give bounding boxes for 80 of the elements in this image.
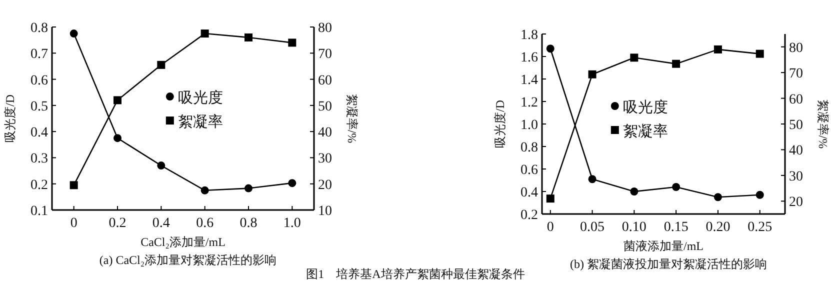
x-tick-label: 0.20 <box>706 220 730 235</box>
point <box>70 181 78 190</box>
point <box>200 30 209 38</box>
y-tick-label: 0.1 <box>30 204 48 219</box>
y-tick-label: 0.6 <box>30 73 48 88</box>
y2-tick-label: 40 <box>318 126 332 141</box>
text: (b) 絮凝菌液投加量对絮凝活性的影响 <box>570 257 767 271</box>
point <box>546 44 554 53</box>
text: (a) CaCl₂添加量对絮凝活性的影响 <box>99 253 277 267</box>
point <box>630 54 638 62</box>
x-axis-title: 菌液添加量/mL <box>624 239 704 253</box>
x-axis-title: CaCl₂添加量/mL <box>140 235 226 249</box>
x-tick-label: 0.25 <box>748 220 772 235</box>
caption: 图1 培养基A培养产絮菌种最佳絮凝条件 <box>306 267 525 281</box>
point <box>714 193 722 202</box>
y-tick-label: 0.3 <box>30 152 48 167</box>
x-tick-label: 0 <box>70 216 78 231</box>
x-tick-label: 0.05 <box>580 220 605 235</box>
x-tick-label: 0.6 <box>196 216 214 231</box>
y2-tick-label: 70 <box>789 66 803 82</box>
point <box>756 50 764 58</box>
point <box>588 70 596 78</box>
legend-label: 絮凝率 <box>178 114 223 131</box>
legend-label: 吸光度 <box>622 99 668 116</box>
point <box>588 175 596 184</box>
y-tick-label: 0.4 <box>520 186 538 200</box>
point <box>200 186 209 194</box>
point <box>157 162 166 170</box>
y-tick-label: 1.0 <box>520 118 538 133</box>
y2-axis-title: 絮凝率/% <box>816 99 830 149</box>
x-tick-label: 0.15 <box>664 220 688 235</box>
x-tick-label: 0.4 <box>152 216 170 231</box>
point <box>756 190 764 199</box>
x-tick-label: 0.2 <box>108 216 126 231</box>
y2-tick-label: 40 <box>789 144 803 159</box>
y2-tick-label: 70 <box>318 47 332 62</box>
y2-tick-label: 50 <box>789 118 803 133</box>
point <box>114 134 122 142</box>
y-tick-label: 0.6 <box>520 163 538 178</box>
x-tick-label: 1.0 <box>283 216 301 231</box>
point <box>244 33 252 42</box>
legend-label: 吸光度 <box>178 90 223 107</box>
point <box>70 30 78 38</box>
y-tick-label: 1.6 <box>520 50 538 66</box>
y-tick-label: 1.8 <box>520 28 538 43</box>
y-tick-label: 0.2 <box>30 178 48 193</box>
x-tick-label: 0.10 <box>622 220 646 235</box>
y-tick-label: 1.2 <box>520 96 538 110</box>
point <box>546 194 554 203</box>
x-tick-label: 0 <box>546 220 554 235</box>
y2-tick-label: 80 <box>318 21 332 36</box>
y-tick-label: 1.4 <box>520 73 538 88</box>
y2-axis-title: 絮凝率/% <box>345 94 359 144</box>
point <box>714 45 722 54</box>
y2-tick-label: 30 <box>318 152 332 167</box>
y2-tick-label: 10 <box>318 204 332 219</box>
y-tick-label: 0.4 <box>30 126 48 141</box>
y2-tick-label: 20 <box>318 178 332 193</box>
point <box>672 60 680 68</box>
y2-tick-label: 60 <box>318 73 332 88</box>
point <box>244 184 252 192</box>
y-axis-title: 吸光度/D <box>3 94 17 142</box>
y-axis-title: 吸光度/D <box>493 100 507 148</box>
legend-label: 絮凝率 <box>622 123 668 140</box>
y-tick-label: 0.7 <box>30 47 48 62</box>
point <box>157 60 166 69</box>
y-tick-label: 0.8 <box>30 21 48 36</box>
point <box>114 96 122 104</box>
point <box>672 183 680 191</box>
y2-tick-label: 20 <box>789 195 803 210</box>
y2-tick-label: 30 <box>789 169 803 184</box>
y2-tick-label: 60 <box>789 92 803 108</box>
point <box>288 38 296 47</box>
y-tick-label: 0.8 <box>520 140 538 156</box>
point <box>630 188 638 196</box>
y-tick-label: 0.5 <box>30 99 48 114</box>
point <box>288 179 296 188</box>
x-tick-label: 0.8 <box>240 216 258 231</box>
y2-tick-label: 80 <box>789 40 803 56</box>
y2-tick-label: 50 <box>318 99 332 114</box>
